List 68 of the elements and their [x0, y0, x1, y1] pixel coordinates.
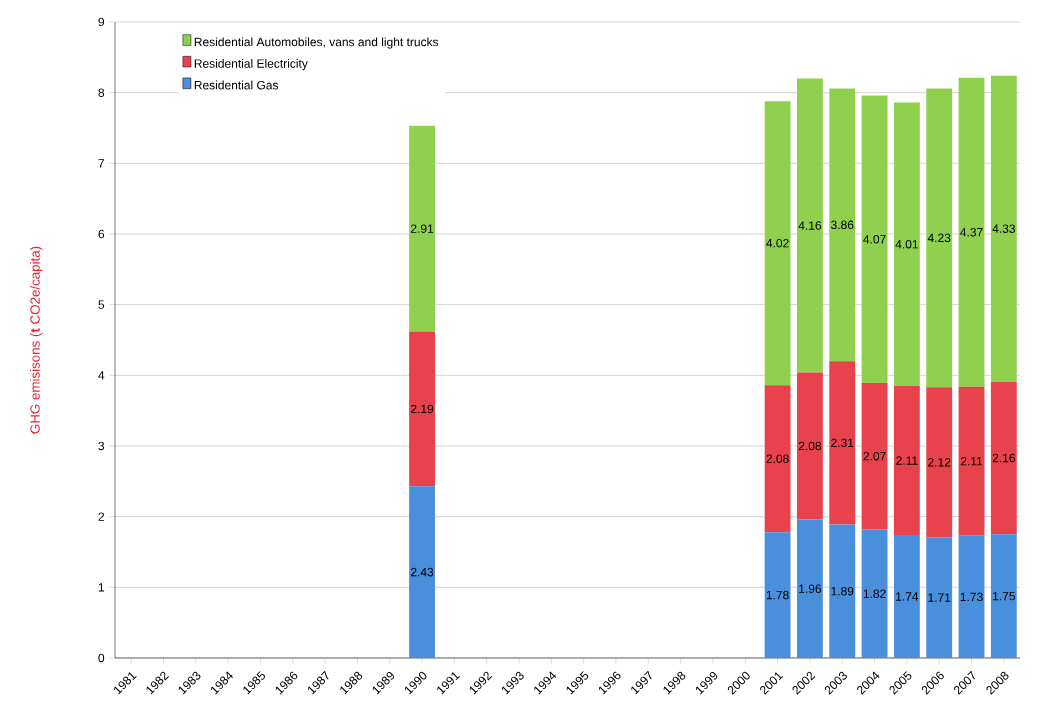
- y-tick-label: 7: [98, 159, 104, 168]
- bar: [829, 524, 856, 658]
- bar: [861, 529, 888, 658]
- bar: [958, 535, 985, 658]
- data-label: 4.37: [960, 227, 983, 237]
- bar: [409, 331, 435, 487]
- y-tick-label: 8: [98, 88, 105, 97]
- bar: [893, 385, 920, 536]
- y-axis-title: GHG emisisons (t CO2e/capita): [30, 246, 43, 434]
- bar: [829, 88, 856, 362]
- bar: [926, 537, 953, 658]
- y-tick-label: 2: [98, 512, 104, 521]
- data-label: 2.12: [928, 458, 951, 467]
- bar: [926, 88, 953, 388]
- y-tick-label: 6: [98, 229, 105, 239]
- bar: [796, 372, 823, 520]
- bar: [796, 519, 823, 658]
- bar: [764, 532, 791, 658]
- bar: [893, 102, 920, 386]
- legend-label: Residential Automobiles, vans and light trucks: [194, 37, 439, 49]
- bar: [990, 534, 1017, 658]
- y-tick-label: 9: [98, 17, 105, 27]
- bar: [958, 77, 985, 387]
- data-label: 1.96: [799, 584, 822, 593]
- data-label: 4.33: [992, 224, 1015, 233]
- bar: [990, 75, 1017, 382]
- data-label: 3.86: [831, 220, 854, 230]
- data-label: 1.74: [896, 592, 919, 601]
- data-label: 2.19: [410, 404, 434, 414]
- data-label: 2.08: [766, 454, 789, 463]
- bar: [990, 381, 1017, 535]
- data-label: 2.43: [410, 567, 434, 577]
- y-tick-label: 4: [98, 371, 105, 380]
- bar: [861, 383, 888, 530]
- bar: [926, 387, 953, 538]
- data-label: 2.08: [798, 441, 822, 451]
- bar: [893, 535, 920, 658]
- data-label: 2.07: [863, 451, 886, 461]
- y-tick-label: 3: [98, 441, 105, 451]
- bar: [764, 385, 791, 533]
- data-label: 1.82: [863, 589, 886, 598]
- data-label: 4.01: [895, 239, 918, 249]
- legend-label: Residential Gas: [194, 80, 279, 90]
- data-label: 1.75: [993, 591, 1016, 601]
- data-label: 4.02: [766, 238, 789, 248]
- data-label: 1.73: [960, 592, 983, 602]
- data-label: 2.31: [831, 438, 854, 448]
- y-tick-label: 0: [98, 653, 105, 663]
- data-label: 4.16: [798, 221, 822, 230]
- data-label: 2.11: [960, 456, 983, 466]
- data-label: 2.91: [410, 224, 434, 233]
- data-label: 4.07: [863, 235, 886, 244]
- data-label: 1.78: [766, 590, 789, 600]
- bar: [829, 361, 856, 525]
- data-label: 1.71: [928, 593, 951, 602]
- bar: [958, 386, 985, 536]
- bar: [409, 125, 435, 332]
- bar: [796, 78, 823, 373]
- y-tick-label: 5: [98, 300, 105, 309]
- data-label: 2.16: [992, 453, 1015, 463]
- bar: [764, 101, 791, 386]
- data-label: 1.89: [831, 586, 854, 596]
- bar: [409, 486, 435, 658]
- legend-label: Residential Electricity: [194, 58, 308, 71]
- y-tick-label: 1: [98, 583, 105, 592]
- data-label: 4.23: [927, 233, 951, 243]
- bar: [861, 95, 888, 384]
- data-label: 2.11: [896, 456, 918, 465]
